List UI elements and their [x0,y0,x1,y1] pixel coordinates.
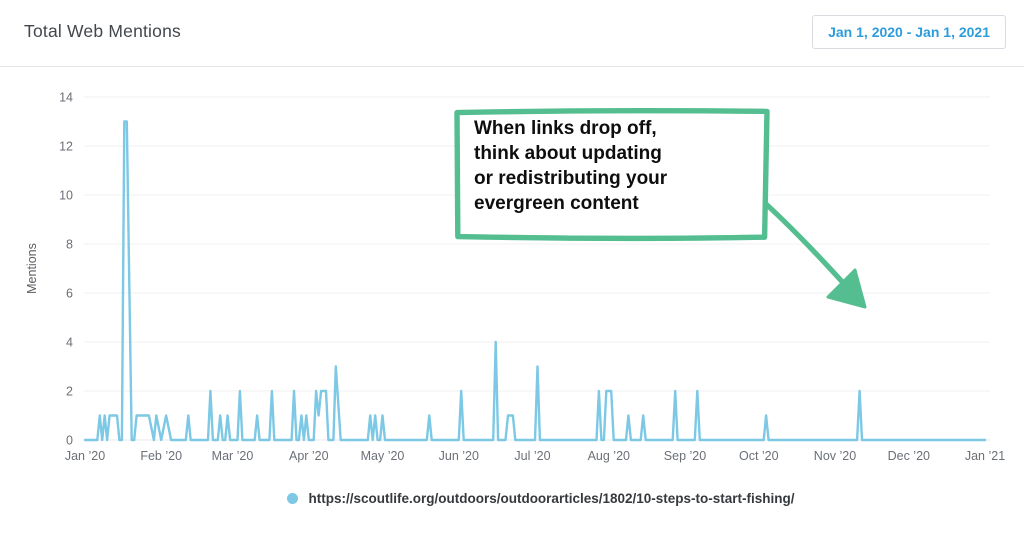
x-tick-label: Feb ’20 [140,449,182,463]
y-tick-label: 8 [66,238,73,252]
annotation-line-3: or redistributing your [474,168,668,189]
x-tick-label: Apr ’20 [289,449,329,463]
page-title: Total Web Mentions [24,21,181,41]
line-chart-canvas: 0 2 4 6 8 10 12 14 Mentions Jan ’20 Feb ’20 Mar ’20… [25,91,1005,464]
mentions-line-series[interactable] [83,120,987,442]
annotation-callout-sketch [454,107,867,309]
annotation-line-2: think about updating [474,143,662,164]
mentions-chart-area: 0 2 4 6 8 10 12 14 Mentions Jan ’20 Feb ’20 Mar ’20… [0,67,1024,475]
annotation-line-1: When links drop off, [474,118,657,139]
x-tick-label: Sep ’20 [664,449,706,463]
x-tick-label: Nov ’20 [814,449,856,463]
widget-header: Total Web Mentions Jan 1, 2020 - Jan 1, … [0,0,1024,67]
chart-legend: https://scoutlife.org/outdoors/outdoorar… [0,491,1024,506]
y-axis-title: Mentions [25,243,39,294]
x-tick-label: Jun ’20 [439,449,479,463]
annotation-arrow-head [826,268,867,309]
x-tick-label: Oct ’20 [739,449,779,463]
x-tick-label: Jan ’20 [65,449,105,463]
x-tick-label: Jul ’20 [514,449,550,463]
y-tick-label: 6 [66,287,73,301]
annotation-callout-text: When links drop off, think about updatin… [474,116,759,216]
y-tick-label: 10 [59,189,73,203]
annotation-line-4: evergreen content [474,193,639,214]
y-tick-label: 14 [59,91,73,105]
legend-dot-icon [287,493,299,504]
annotation-box-border [454,107,770,242]
annotation-box-border-texture [457,111,767,238]
y-tick-label: 0 [66,434,73,448]
x-tick-label: Dec ’20 [888,449,930,463]
y-tick-label: 2 [66,385,73,399]
date-range-button[interactable]: Jan 1, 2020 - Jan 1, 2021 [812,15,1006,49]
annotation-arrow-shaft [763,201,849,289]
y-tick-label: 12 [59,140,73,154]
x-tick-label: May ’20 [361,449,405,463]
x-tick-label: Mar ’20 [212,449,254,463]
y-tick-label: 4 [66,336,73,350]
x-tick-label: Jan ’21 [965,449,1005,463]
legend-label: https://scoutlife.org/outdoors/outdoorar… [308,491,795,506]
x-tick-label: Aug ’20 [588,449,630,463]
